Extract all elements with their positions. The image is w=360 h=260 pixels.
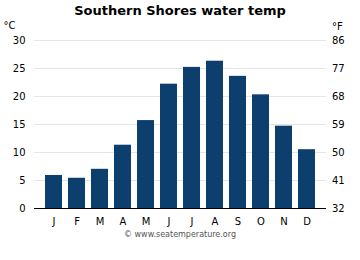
svg-text:10: 10 xyxy=(13,147,26,158)
svg-text:41: 41 xyxy=(332,175,345,186)
svg-text:68: 68 xyxy=(332,91,345,102)
svg-text:M: M xyxy=(96,216,105,227)
svg-text:J: J xyxy=(52,216,56,227)
svg-text:30: 30 xyxy=(13,35,26,46)
svg-text:86: 86 xyxy=(332,35,345,46)
svg-text:32: 32 xyxy=(332,203,345,214)
svg-text:5: 5 xyxy=(19,175,25,186)
svg-text:S: S xyxy=(235,216,241,227)
svg-text:N: N xyxy=(280,216,287,227)
html-text:Southern Shores water temp: Southern Shores water temp xyxy=(74,3,286,18)
svg-text:A: A xyxy=(212,216,219,227)
svg-text:M: M xyxy=(142,216,151,227)
svg-text:F: F xyxy=(74,216,80,227)
svg-text:D: D xyxy=(303,216,311,227)
svg-text:20: 20 xyxy=(13,91,26,102)
svg-text:J: J xyxy=(167,216,171,227)
svg-text:77: 77 xyxy=(332,63,345,74)
svg-text:50: 50 xyxy=(332,147,345,158)
html-text:© www.seatemperature.org: © www.seatemperature.org xyxy=(124,230,236,239)
svg-text:°C: °C xyxy=(4,20,16,31)
svg-text:°F: °F xyxy=(332,21,343,32)
svg-text:O: O xyxy=(257,216,265,227)
svg-text:15: 15 xyxy=(13,119,26,130)
svg-text:0: 0 xyxy=(19,203,25,214)
svg-text:25: 25 xyxy=(13,63,26,74)
svg-text:J: J xyxy=(190,216,194,227)
svg-text:59: 59 xyxy=(332,119,345,130)
svg-text:A: A xyxy=(120,216,127,227)
